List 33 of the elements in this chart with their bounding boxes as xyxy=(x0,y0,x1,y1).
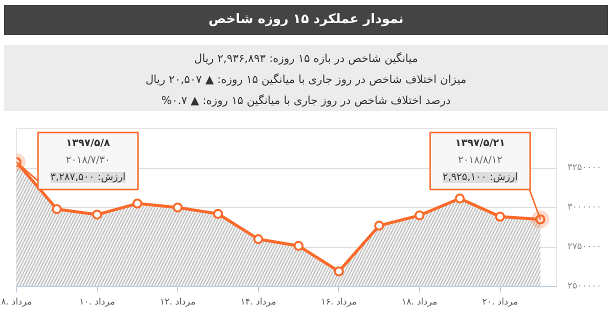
point xyxy=(454,194,465,204)
y-tick-label: ۳۲۵۰۰۰۰ xyxy=(568,163,602,173)
annotation: ۲۰۱۸/۷/۳۰ xyxy=(66,155,110,166)
annotation: ۱۳۹۷/۵/۲۱ xyxy=(455,138,506,149)
x-tick-label: ۱۰. مرداد xyxy=(79,298,116,308)
point xyxy=(334,266,344,276)
point xyxy=(294,240,304,251)
y-tick-label: ۳۰۰۰۰۰۰ xyxy=(568,202,602,212)
x-tick-label: ۸. مرداد xyxy=(1,298,32,308)
annotation: ارزش: ۳,۲۸۷,۵۰۰ xyxy=(50,172,126,183)
x-tick-label: ۱۲. مرداد xyxy=(160,298,196,308)
annotation: ارزش: ۲,۹۲۵,۱۰۰ xyxy=(442,172,518,183)
text: میزان اختلاف شاخص در روز جاری با میانگین ۱۵ روزه: ▲ ۲۰,۵۰۷ ریال xyxy=(146,73,466,86)
point xyxy=(414,210,424,220)
point xyxy=(495,212,506,222)
x-tick-label: ۱۸. مرداد xyxy=(402,298,438,308)
chart-title: نمودار عملکرد ۱۵ روزه شاخص xyxy=(208,11,404,29)
annotation: ۱۳۹۷/۵/۸ xyxy=(66,138,110,149)
point xyxy=(52,204,62,214)
x-tick-label: ۱۴. مرداد xyxy=(240,298,276,308)
point xyxy=(253,234,264,244)
text: میانگین شاخص در بازه ۱۵ روزه: ۲,۹۳۶,۸۹۳ ریال xyxy=(194,52,418,65)
x-tick-label: ۲۰. مرداد xyxy=(482,298,518,308)
point xyxy=(172,202,183,212)
point xyxy=(374,220,384,231)
text: درصد اختلاف شاخص در روز جاری با میانگین ۱۵ روزه: ▲ ۰.۷% xyxy=(161,94,451,107)
x-tick-label: ۱۶. مرداد xyxy=(321,298,357,308)
y-tick-label: ۲۷۵۰۰۰۰ xyxy=(568,242,602,252)
annotation: ۲۰۱۸/۸/۱۲ xyxy=(458,155,502,166)
point xyxy=(212,208,223,219)
point xyxy=(132,198,142,209)
point xyxy=(92,210,102,220)
y-tick-label: ۲۵۰۰۰۰۰ xyxy=(568,282,602,292)
